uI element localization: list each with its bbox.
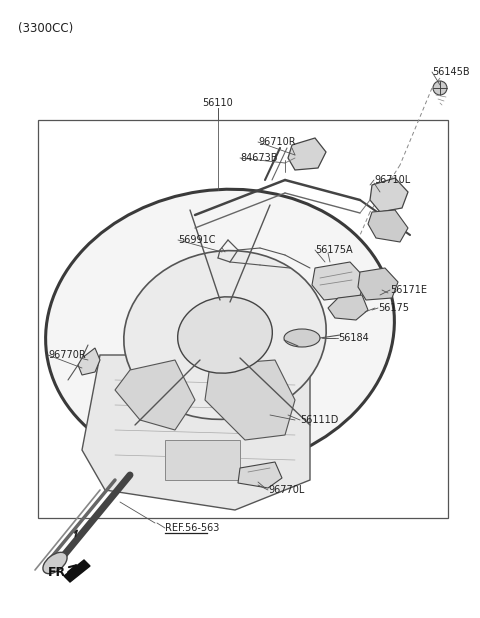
Polygon shape — [205, 360, 295, 440]
Bar — [38, 120, 448, 518]
Polygon shape — [64, 560, 90, 582]
Text: 96770R: 96770R — [48, 350, 86, 360]
Ellipse shape — [124, 251, 326, 420]
Text: FR.: FR. — [48, 565, 71, 578]
Bar — [165, 440, 240, 480]
Polygon shape — [82, 355, 310, 510]
Polygon shape — [312, 262, 365, 300]
Text: 56111D: 56111D — [300, 415, 338, 425]
Text: 56184: 56184 — [338, 333, 369, 343]
Polygon shape — [238, 462, 282, 488]
Ellipse shape — [46, 189, 395, 471]
Text: (3300CC): (3300CC) — [18, 22, 73, 35]
Polygon shape — [358, 268, 398, 300]
Text: 96710L: 96710L — [374, 175, 410, 185]
Polygon shape — [370, 178, 408, 212]
Text: 96770L: 96770L — [268, 485, 304, 495]
Text: REF.56-563: REF.56-563 — [165, 523, 219, 533]
Text: 56110: 56110 — [203, 98, 233, 108]
Text: 56175A: 56175A — [315, 245, 353, 255]
Text: 56175: 56175 — [378, 303, 409, 313]
Text: 84673B: 84673B — [240, 153, 277, 163]
Text: 56991C: 56991C — [178, 235, 216, 245]
Ellipse shape — [284, 329, 320, 347]
Ellipse shape — [178, 297, 272, 373]
Polygon shape — [288, 138, 326, 170]
Polygon shape — [328, 295, 368, 320]
Ellipse shape — [43, 552, 67, 574]
Ellipse shape — [433, 81, 447, 95]
Text: 56171E: 56171E — [390, 285, 427, 295]
Polygon shape — [368, 210, 408, 242]
Polygon shape — [115, 360, 195, 430]
Polygon shape — [78, 348, 100, 375]
Text: 96710R: 96710R — [258, 137, 296, 147]
Text: 56145B: 56145B — [432, 67, 469, 77]
